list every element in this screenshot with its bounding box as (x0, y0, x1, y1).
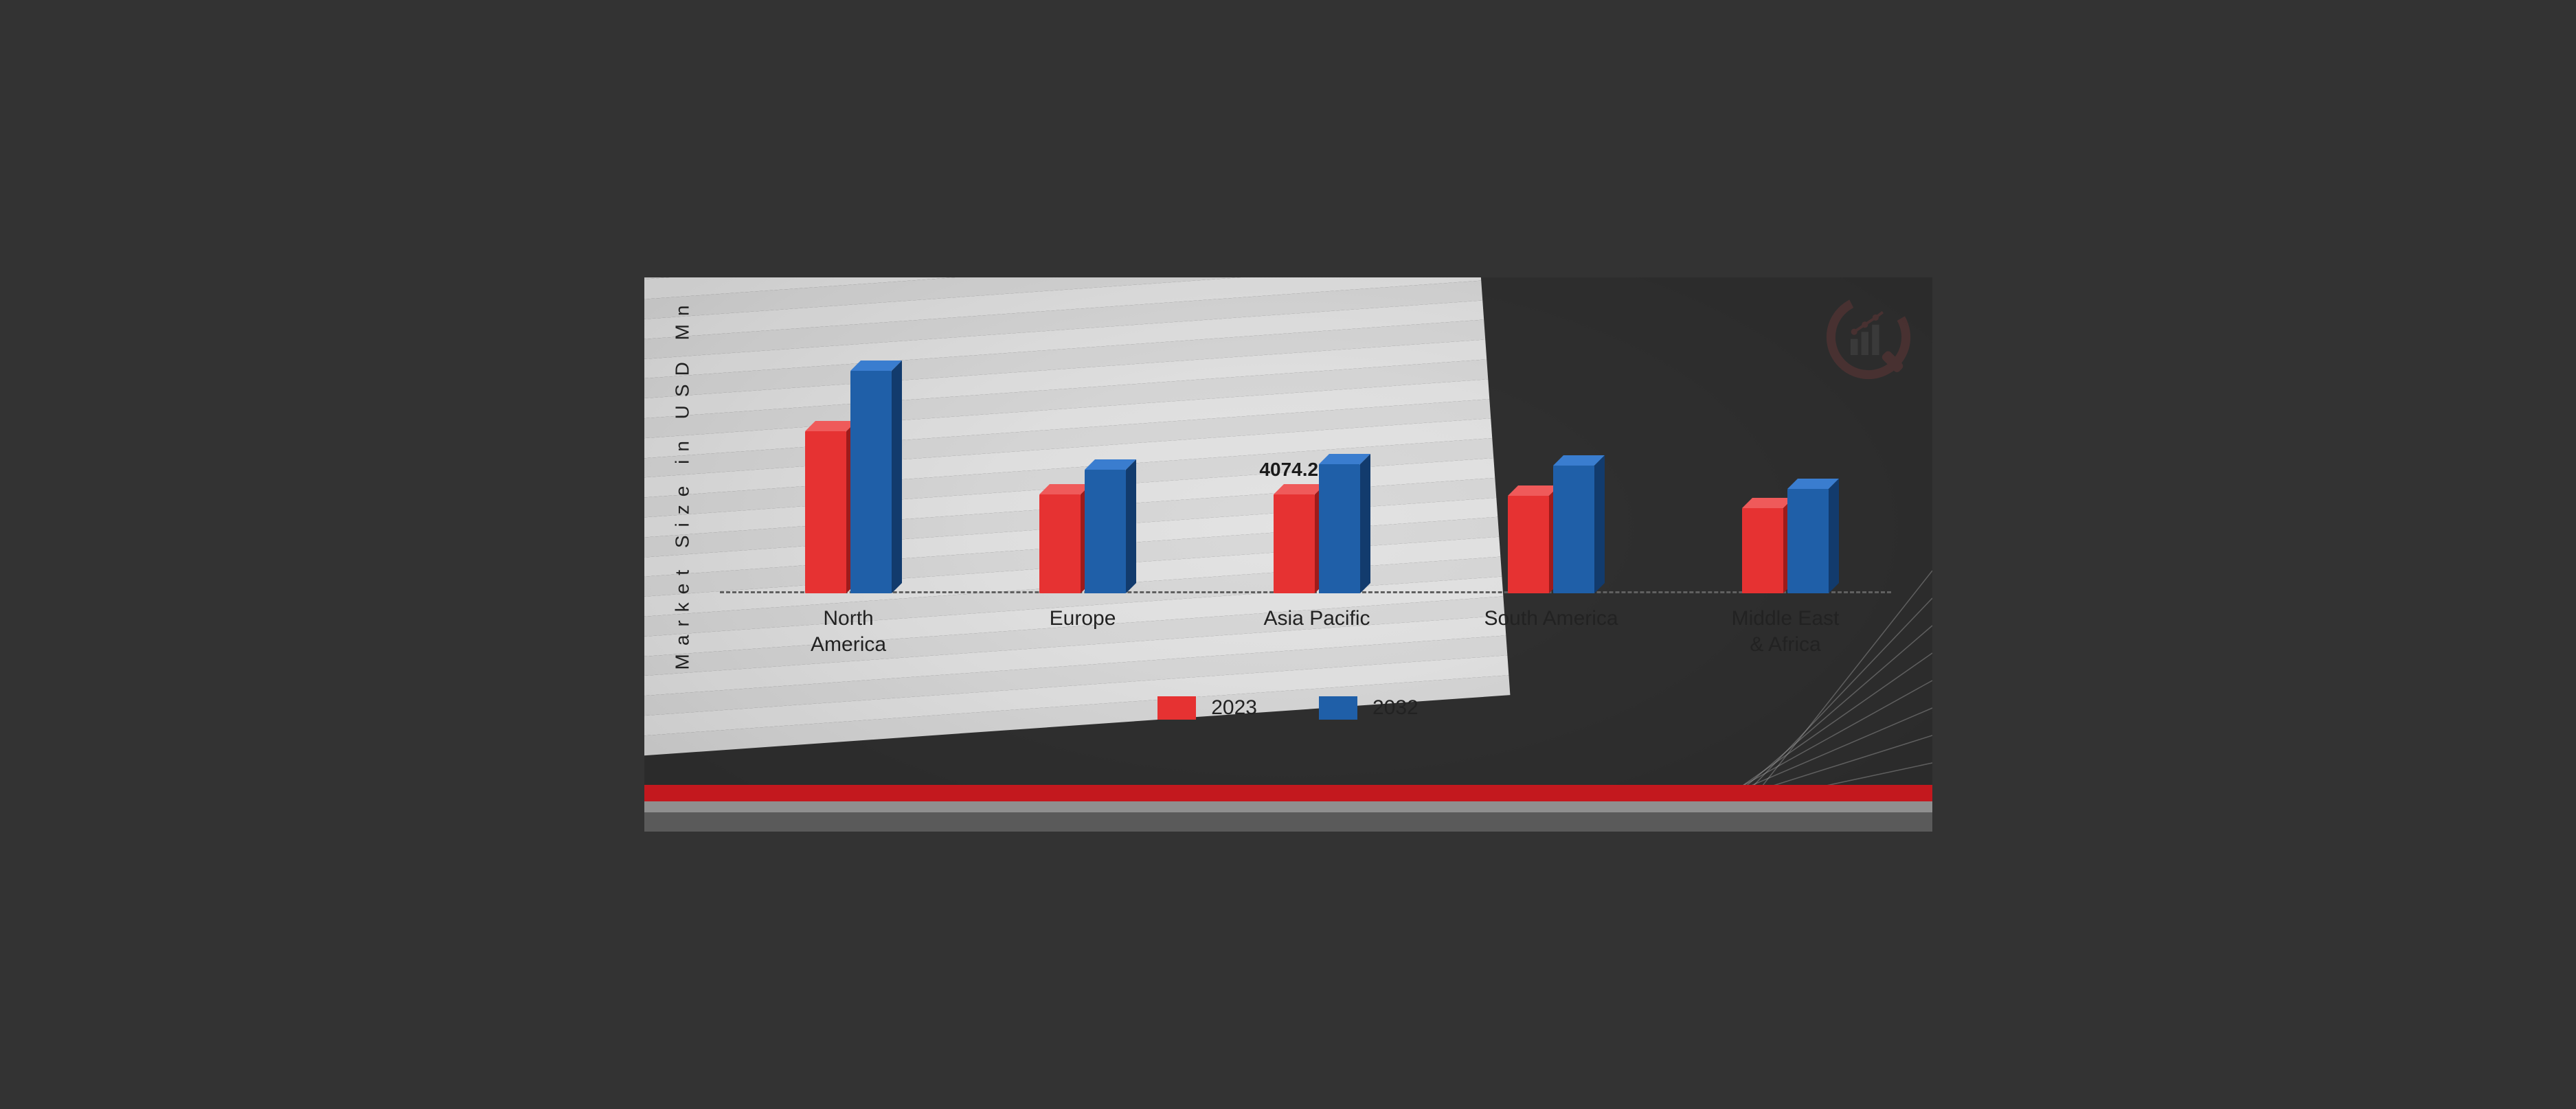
bar-group (978, 319, 1188, 593)
legend-swatch (1319, 696, 1357, 720)
footer-stripe (644, 812, 1932, 832)
bar-pair: 4074.28 (1274, 464, 1360, 593)
bar-2023 (1039, 494, 1081, 593)
bar-2032 (1553, 466, 1594, 593)
bar-pair (1039, 470, 1126, 593)
x-axis-labels: NorthAmerica Europe Asia Pacific South Amer… (720, 606, 1891, 681)
footer-bar (644, 785, 1932, 832)
bar-2032 (1319, 464, 1360, 593)
legend-label: 2032 (1372, 696, 1419, 720)
bar-2032 (850, 371, 892, 593)
x-axis-label: Middle East& Africa (1680, 606, 1891, 657)
bar-pair (1742, 489, 1829, 593)
x-axis-label: Europe (978, 606, 1188, 632)
x-axis-label: South America (1446, 606, 1657, 632)
footer-stripe (644, 801, 1932, 812)
legend-item: 2032 (1319, 696, 1419, 720)
legend-swatch (1157, 696, 1196, 720)
bar-group: 4074.28 (1212, 319, 1423, 593)
bar-group (743, 319, 954, 593)
bar-2023: 4074.28 (1274, 494, 1315, 593)
x-axis-label: NorthAmerica (743, 606, 954, 657)
legend-item: 2023 (1157, 696, 1257, 720)
legend-label: 2023 (1211, 696, 1257, 720)
legend: 2023 2032 (644, 696, 1932, 720)
chart-canvas: Market Size in USD Mn (644, 277, 1932, 832)
bar-2023 (1508, 496, 1549, 593)
bar-pair (805, 371, 892, 593)
bar-group (1446, 319, 1657, 593)
bar-2023 (805, 431, 846, 593)
x-axis-label: Asia Pacific (1212, 606, 1423, 632)
bar-2023 (1742, 508, 1783, 593)
y-axis-label-container: Market Size in USD Mn (669, 325, 697, 641)
bar-2032 (1085, 470, 1126, 593)
watermark-logo-icon (1824, 293, 1913, 385)
plot-area: 4074.28 (720, 319, 1891, 593)
bar-pair (1508, 466, 1594, 593)
y-axis-label: Market Size in USD Mn (672, 297, 694, 670)
footer-stripe (644, 785, 1932, 801)
bar-2032 (1787, 489, 1829, 593)
